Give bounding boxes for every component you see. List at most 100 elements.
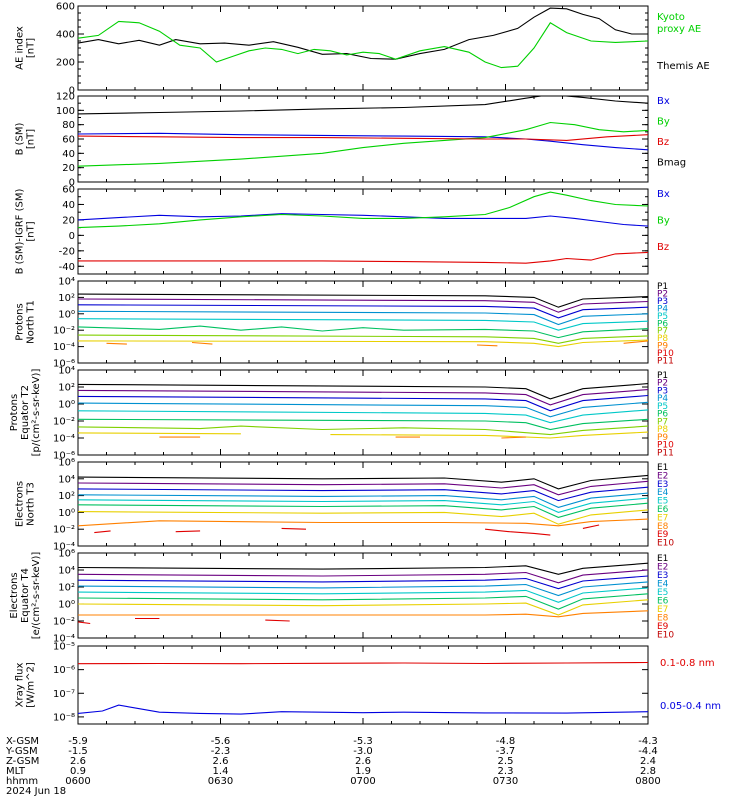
y-tick-label: 40 (62, 200, 75, 211)
x-axis-row-value: 2.6 (355, 756, 371, 767)
y-tick-label: 10⁻⁷ (53, 689, 75, 700)
x-axis-row-y-gsm: Y-GSM -1.5 -2.3 -3.0 -3.7 -4.4 (5, 746, 658, 757)
y-axis-label: [nT] (26, 221, 37, 241)
series-line-p8 (78, 339, 648, 348)
y-axis-label: Equator T2 (20, 385, 31, 440)
series-line-e3 (78, 486, 648, 502)
y-tick-label: 10² (58, 491, 75, 502)
legend-entry: Themis AE (656, 61, 710, 72)
series-line-e8 (78, 518, 648, 527)
series-line-e9 (78, 617, 290, 625)
x-axis-row-value: 2.6 (70, 756, 86, 767)
y-tick-label: 0 (69, 86, 75, 97)
x-axis-row-label: X-GSM (6, 736, 39, 747)
series-line-bz (78, 134, 648, 141)
y-tick-label: 10⁴ (58, 277, 75, 288)
y-axis-label: B (SM)-IGRF (SM) (15, 189, 26, 275)
y-axis-label: Electrons (15, 481, 26, 527)
y-axis-label: AE index (15, 26, 26, 70)
series-line-p8 (78, 431, 648, 439)
x-axis-row-z-gsm: Z-GSM 2.6 2.6 2.6 2.5 2.4 (6, 756, 656, 767)
x-axis-row-x-gsm: X-GSM -5.9 -5.6 -5.3 -4.8 -4.3 (6, 736, 658, 747)
legend-entry: P9 (657, 433, 668, 443)
y-axis-label: [nT] (26, 129, 37, 149)
legend-entry: P3 (657, 386, 668, 396)
legend-entry: proxy AE (657, 24, 701, 35)
legend-entry: E10 (657, 631, 674, 641)
y-tick-label: 200 (56, 58, 75, 69)
y-tick-label: 10⁰ (58, 400, 75, 411)
y-axis-label: Electrons (9, 572, 20, 618)
x-axis-row-hhmm: hhmm 0600 0630 0700 0730 0800 (6, 776, 661, 787)
y-tick-label: 80 (62, 120, 75, 131)
y-tick-label: 10⁴ (58, 566, 75, 577)
y-tick-label: 10⁰ (58, 600, 75, 611)
y-tick-label: 10⁻⁸ (53, 712, 75, 723)
legend-entry: E8 (657, 522, 669, 532)
series-line-e5 (78, 497, 648, 513)
y-axis-label: Protons (15, 303, 26, 340)
legend-entry: P2 (657, 289, 668, 299)
legend-entry: Bx (657, 96, 670, 107)
series-line-e4 (78, 492, 648, 508)
y-tick-label: 60 (62, 185, 75, 196)
y-axis-label: [e/(cm²-s-sr-keV)] (31, 552, 42, 640)
y-tick-label: 10⁻⁶ (53, 451, 75, 462)
legend-entry: P1 (657, 282, 668, 292)
series-line-themis-ae (78, 7, 648, 60)
series-line-e9 (94, 524, 600, 536)
legend-entry: P11 (657, 357, 674, 367)
x-axis-row-value: 2.8 (640, 766, 656, 777)
series-line-e5 (78, 587, 648, 603)
y-tick-label: 10² (58, 293, 75, 304)
y-tick-label: 10⁻⁴ (53, 342, 75, 353)
series-line-p7 (78, 334, 648, 344)
series-line-p1 (78, 293, 648, 308)
legend-entry: E2 (657, 471, 668, 481)
series-line-bz (78, 251, 648, 264)
series-line-p2 (78, 389, 648, 406)
series-line-bx (78, 132, 648, 151)
y-axis-label: North T1 (26, 300, 37, 344)
x-axis-row-value: 1.9 (355, 766, 371, 777)
x-axis-row-label: Y-GSM (5, 746, 38, 757)
y-tick-label: 10⁻⁴ (53, 434, 75, 445)
series-line-e4 (78, 581, 648, 597)
legend-entry: P9 (657, 342, 668, 352)
series-line-p9 (106, 340, 648, 347)
panel-7: 10⁻⁴ 10⁻² 10⁰ 10² 10⁴ 10⁶ Electrons Equator T4[… (9, 549, 674, 645)
legend-entry: E2 (657, 563, 668, 573)
y-tick-label: 10² (58, 583, 75, 594)
series-line-e3 (78, 575, 648, 590)
panel-frame (77, 5, 649, 91)
x-axis-row-value: 2.4 (640, 756, 656, 767)
panel-frame (77, 280, 649, 364)
legend-entry: P5 (657, 402, 668, 412)
series-line-e6 (78, 593, 648, 610)
legend-entry: P7 (657, 417, 668, 427)
x-axis-date: 2024 Jun 18 (6, 786, 66, 797)
y-tick-label: 10⁻⁴ (53, 634, 75, 645)
legend-entry: E9 (657, 530, 669, 540)
y-tick-label: 40 (62, 149, 75, 160)
series-line-p3 (78, 304, 648, 319)
legend-entry: P2 (657, 379, 668, 389)
series-line-e7 (78, 509, 648, 525)
y-axis-label: Equator T4 (20, 568, 31, 623)
x-axis-row-label: hhmm (6, 776, 38, 787)
legend-entry: E7 (657, 513, 668, 523)
x-axis-row-mlt: MLT 0.9 1.4 1.9 2.3 2.8 (6, 766, 656, 777)
panel-5: 10⁻⁶ 10⁻⁴ 10⁻² 10⁰ 10² 10⁴ Protons Equator T2 [p… (9, 366, 674, 462)
y-tick-label: 10⁻² (53, 525, 75, 536)
legend-entry: P6 (657, 319, 668, 329)
y-axis-label: [W/m^2] (26, 662, 37, 708)
legend-entry: E5 (657, 588, 668, 598)
legend-entry: E6 (657, 505, 669, 515)
y-tick-label: 60 (62, 135, 75, 146)
y-tick-label: 120 (56, 92, 75, 103)
y-tick-label: 10⁻² (53, 326, 75, 337)
y-tick-label: 10² (58, 383, 75, 394)
series-line-p4 (78, 310, 648, 326)
